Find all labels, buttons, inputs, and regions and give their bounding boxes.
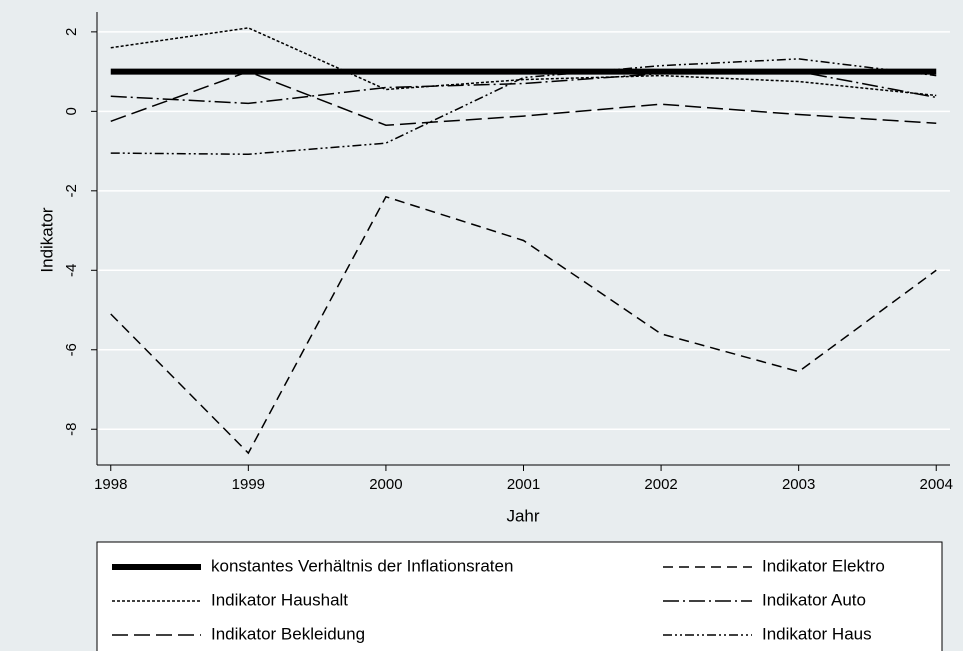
- series-line: [110, 27, 937, 97]
- series-line: [110, 195, 937, 455]
- legend-label: Indikator Bekleidung: [211, 624, 365, 643]
- y-tick-label: -2: [63, 184, 80, 197]
- series-line: [110, 70, 937, 127]
- y-tick-label: 2: [63, 28, 80, 36]
- x-tick-label: 2003: [782, 476, 815, 493]
- legend-label: Indikator Haus: [762, 624, 872, 643]
- y-tick-label: -4: [63, 264, 80, 277]
- legend-label: Indikator Auto: [762, 590, 866, 609]
- x-tick-label: 2000: [369, 476, 402, 493]
- x-tick-label: 2004: [920, 476, 953, 493]
- y-tick-label: 0: [63, 107, 80, 115]
- x-tick-label: 1999: [232, 476, 265, 493]
- x-tick-label: 2002: [644, 476, 677, 493]
- series-line: [110, 70, 937, 105]
- y-tick-label: -8: [63, 423, 80, 436]
- legend-label: konstantes Verhältnis der Inflationsrate…: [211, 556, 513, 575]
- legend-label: Indikator Haushalt: [211, 590, 348, 609]
- legend-box: [96, 541, 943, 651]
- legend-label: Indikator Elektro: [762, 556, 885, 575]
- x-tick-label: 1998: [94, 476, 127, 493]
- series-line: [110, 58, 937, 156]
- x-tick-label: 2001: [507, 476, 540, 493]
- x-axis-title: Jahr: [506, 506, 539, 525]
- y-tick-label: -6: [63, 343, 80, 356]
- y-axis-title: Indikator: [37, 207, 56, 273]
